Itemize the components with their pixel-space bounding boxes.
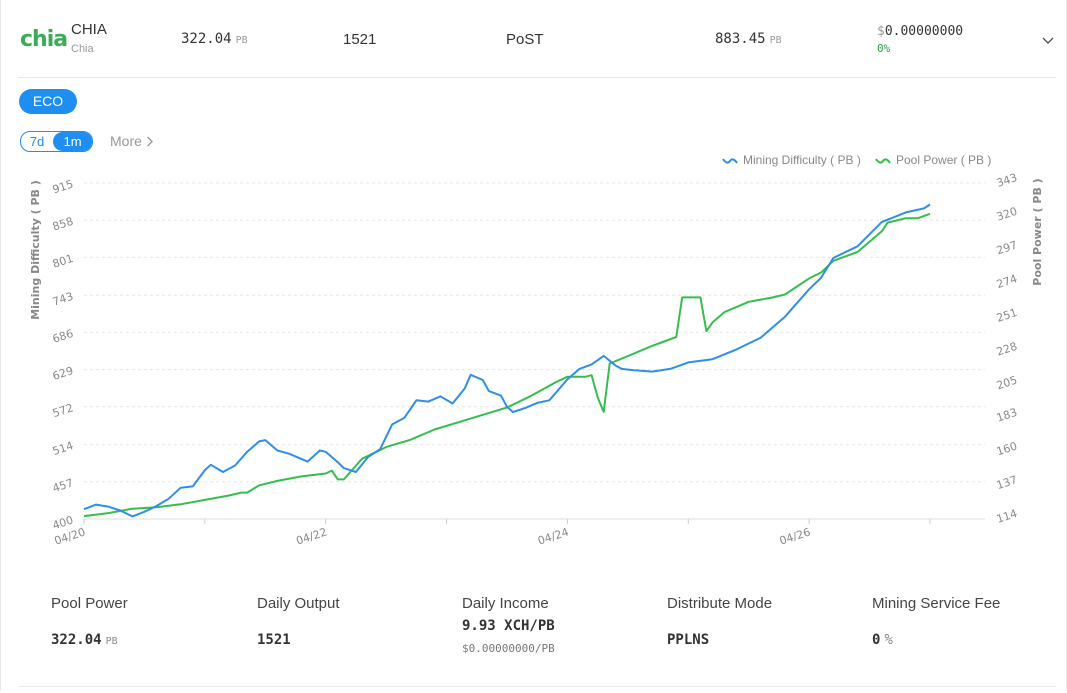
header-change: 0% [877, 42, 891, 55]
eco-tab[interactable]: ECO [19, 89, 77, 114]
left-tick-label: 457 [51, 476, 75, 495]
right-tick-label: 297 [995, 238, 1019, 257]
left-tick-label: 400 [51, 513, 75, 532]
chevron-down-icon[interactable] [1042, 34, 1054, 46]
left-tick-label: 629 [51, 364, 75, 383]
left-axis: 400 457 514 572 629 686 743 801 858 915 [51, 177, 75, 532]
left-tick-label: 686 [51, 327, 75, 346]
chevron-right-icon [146, 136, 153, 147]
x-tick-label: 04/24 [536, 525, 570, 547]
chart-grid [84, 182, 985, 483]
header-difficulty: 322.04 PB [181, 31, 248, 47]
header-algorithm: PoST [506, 31, 544, 48]
right-tick-label: 160 [995, 440, 1019, 459]
right-tick-label: 137 [995, 473, 1019, 492]
stat-value-daily-income: 9.93 XCH/PB [462, 618, 555, 634]
header-price: $0.00000000 [877, 24, 964, 39]
chia-logo: chia [20, 27, 68, 52]
stat-label-distribute-mode: Distribute Mode [667, 595, 773, 612]
right-tick-label: 205 [995, 373, 1019, 392]
left-tick-label: 915 [51, 177, 75, 196]
right-axis-title: Pool Power ( PB ) [1031, 178, 1044, 285]
stat-label-service-fee: Mining Service Fee [872, 595, 1001, 612]
header-network: 883.45 PB [715, 31, 782, 47]
left-tick-label: 514 [51, 439, 75, 458]
left-tick-label: 572 [51, 401, 75, 420]
stat-value-daily-income-usd: $0.00000000/PB [462, 642, 555, 655]
stat-value-pool-power: 322.04 PB [51, 632, 118, 648]
header-divider [18, 77, 1056, 78]
right-tick-label: 343 [995, 171, 1019, 190]
more-link[interactable]: More [110, 133, 154, 149]
coin-subtitle: Chia [71, 43, 94, 55]
range-7d-button[interactable]: 7d [29, 134, 45, 149]
mining-chart[interactable]: 400 457 514 572 629 686 743 801 858 915 114 137 160… [0, 170, 1067, 550]
stat-value-distribute-mode: PPLNS [667, 632, 710, 648]
right-tick-label: 320 [995, 205, 1019, 224]
line-legend-icon [875, 158, 891, 164]
series-line-mining-difficulty [83, 203, 931, 518]
coin-name: CHIA [71, 21, 107, 38]
left-tick-label: 743 [51, 290, 75, 309]
left-tick-label: 801 [51, 252, 75, 271]
header-blocks: 1521 [343, 31, 377, 48]
left-axis-title: Mining Difficulty ( PB ) [29, 180, 42, 320]
stat-label-daily-income: Daily Income [462, 595, 549, 612]
right-tick-label: 228 [995, 340, 1019, 359]
stat-label-pool-power: Pool Power [51, 595, 128, 612]
range-toggle: 7d 1m [20, 131, 93, 152]
right-tick-label: 251 [995, 306, 1019, 325]
coin-header[interactable]: chia CHIA Chia 322.04 PB 1521 PoST 883.45… [0, 0, 1067, 78]
right-tick-label: 114 [995, 507, 1019, 526]
stat-label-daily-output: Daily Output [257, 595, 340, 612]
stat-value-daily-output: 1521 [257, 632, 291, 648]
x-axis: 04/20 04/22 04/24 04/26 [53, 518, 985, 548]
left-tick-label: 858 [51, 215, 75, 234]
right-axis: 114 137 160 183 205 228 251 274 297 320 343 [995, 171, 1019, 526]
legend-difficulty[interactable]: Mining Difficulty ( PB ) [722, 153, 861, 167]
right-tick-label: 274 [995, 272, 1019, 291]
right-tick-label: 183 [995, 406, 1019, 425]
line-legend-icon [722, 158, 738, 164]
series-line-pool-power [83, 212, 931, 518]
stats-bar: Pool Power 322.04 PB Daily Output 1521 Da… [0, 585, 1067, 665]
x-tick-label: 04/22 [294, 525, 328, 547]
stat-value-service-fee: 0% [872, 632, 893, 648]
legend-power[interactable]: Pool Power ( PB ) [875, 153, 991, 167]
range-1m-button[interactable]: 1m [53, 132, 92, 151]
footer-divider [18, 686, 1056, 687]
x-tick-label: 04/26 [778, 525, 812, 547]
